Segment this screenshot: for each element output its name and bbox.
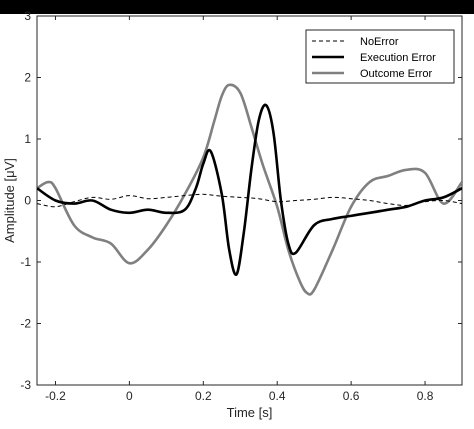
y-tick: 3 [24, 9, 462, 23]
legend-entry: NoError [312, 36, 399, 48]
series-line-outcome-error [37, 83, 462, 296]
x-axis-label: Time [s] [227, 405, 273, 420]
x-tick: 0.2 [195, 16, 212, 403]
y-tick-label: -1 [20, 255, 31, 269]
y-tick: 2 [24, 71, 462, 85]
x-tick: 0.4 [269, 16, 286, 403]
y-tick: -1 [20, 255, 462, 269]
x-tick-label: 0.2 [195, 389, 212, 403]
legend: NoError Execution Error Outcome Error [305, 29, 455, 84]
legend-label: Execution Error [360, 52, 436, 64]
x-tick-label: 0.6 [343, 389, 360, 403]
series-line-execution-error [37, 103, 462, 276]
axis-ticks: -0.2 0 0.2 0.4 0.6 0.8 -3 -2 -1 0 1 2 3 [20, 9, 462, 403]
y-tick-label: 2 [24, 71, 31, 85]
y-tick-label: 3 [24, 9, 31, 23]
legend-entry: Outcome Error [312, 68, 432, 80]
y-tick-label: 0 [24, 194, 31, 208]
x-tick-label: 0.4 [269, 389, 286, 403]
top-black-bar [0, 0, 474, 14]
y-tick: -3 [20, 378, 462, 392]
x-tick-label: -0.2 [45, 389, 66, 403]
series-lines [37, 83, 462, 296]
x-tick: 0 [126, 16, 133, 403]
x-tick-label: 0.8 [417, 389, 434, 403]
x-tick: 0.6 [343, 16, 360, 403]
y-tick: -2 [20, 317, 462, 331]
x-tick: -0.2 [45, 16, 66, 403]
y-tick-label: -2 [20, 317, 31, 331]
y-tick: 0 [24, 194, 462, 208]
legend-label: NoError [360, 36, 399, 48]
series-line-noerror [37, 193, 462, 208]
legend-entry: Execution Error [312, 52, 436, 64]
y-tick-label: 1 [24, 132, 31, 146]
x-tick: 0.8 [417, 16, 434, 403]
legend-label: Outcome Error [360, 68, 432, 80]
y-tick-label: -3 [20, 378, 31, 392]
y-axis-label: Amplitude [μV] [2, 158, 17, 243]
x-tick-label: 0 [126, 389, 133, 403]
y-tick: 1 [24, 132, 462, 146]
